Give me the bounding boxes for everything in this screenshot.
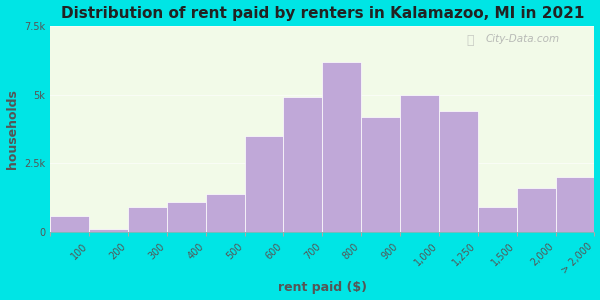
Bar [167,202,206,232]
Title: Distribution of rent paid by renters in Kalamazoo, MI in 2021: Distribution of rent paid by renters in … [61,6,584,21]
Bar [556,177,595,232]
Bar [361,117,400,232]
Bar [439,111,478,232]
Bar [128,208,167,232]
X-axis label: rent paid ($): rent paid ($) [278,281,367,294]
Bar [206,194,245,232]
Bar [400,95,439,232]
Bar [283,98,322,232]
Text: Ⓜ: Ⓜ [467,34,474,47]
Text: City-Data.com: City-Data.com [485,34,560,44]
Bar [245,136,283,232]
Bar [89,230,128,232]
Bar [322,62,361,232]
Bar [478,208,517,232]
Bar [50,216,89,232]
Bar [517,188,556,232]
Y-axis label: households: households [5,89,19,169]
